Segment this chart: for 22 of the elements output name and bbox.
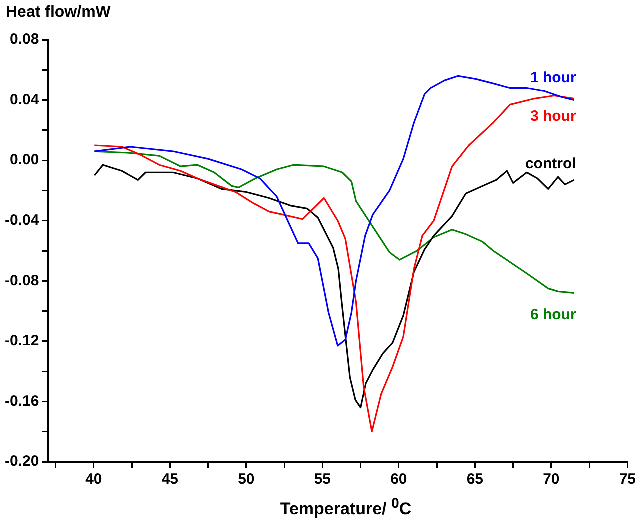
x-tick-label: 70 <box>543 471 560 488</box>
y-tick-label: -0.12 <box>4 332 40 350</box>
y-tick-label: -0.20 <box>4 453 40 470</box>
series-label: 6 hour <box>530 306 576 324</box>
y-tick-label: 0.00 <box>10 152 40 169</box>
x-tick-label: 40 <box>86 471 102 488</box>
x-axis-title: Temperature/ $^{0}$C <box>279 496 413 520</box>
x-tick-label: 65 <box>466 471 484 488</box>
x-tick-label: 50 <box>238 471 255 488</box>
y-tick-label: -0.08 <box>4 272 40 290</box>
x-tick-label: 60 <box>390 471 408 488</box>
y-tick-label: -0.16 <box>4 392 40 410</box>
x-tick-label: 45 <box>162 471 179 488</box>
series-label: 1 hour <box>530 69 576 86</box>
x-tick-label: 75 <box>619 471 636 488</box>
x-tick-label: 55 <box>314 471 332 488</box>
series-label: control <box>525 155 576 172</box>
series-label: 3 hour <box>530 108 576 125</box>
y-tick-label: -0.04 <box>4 212 40 229</box>
y-tick-label: 0.08 <box>10 31 40 48</box>
y-tick-label: 0.04 <box>10 91 40 108</box>
y-axis-title: Heat flow/mW <box>6 4 111 22</box>
